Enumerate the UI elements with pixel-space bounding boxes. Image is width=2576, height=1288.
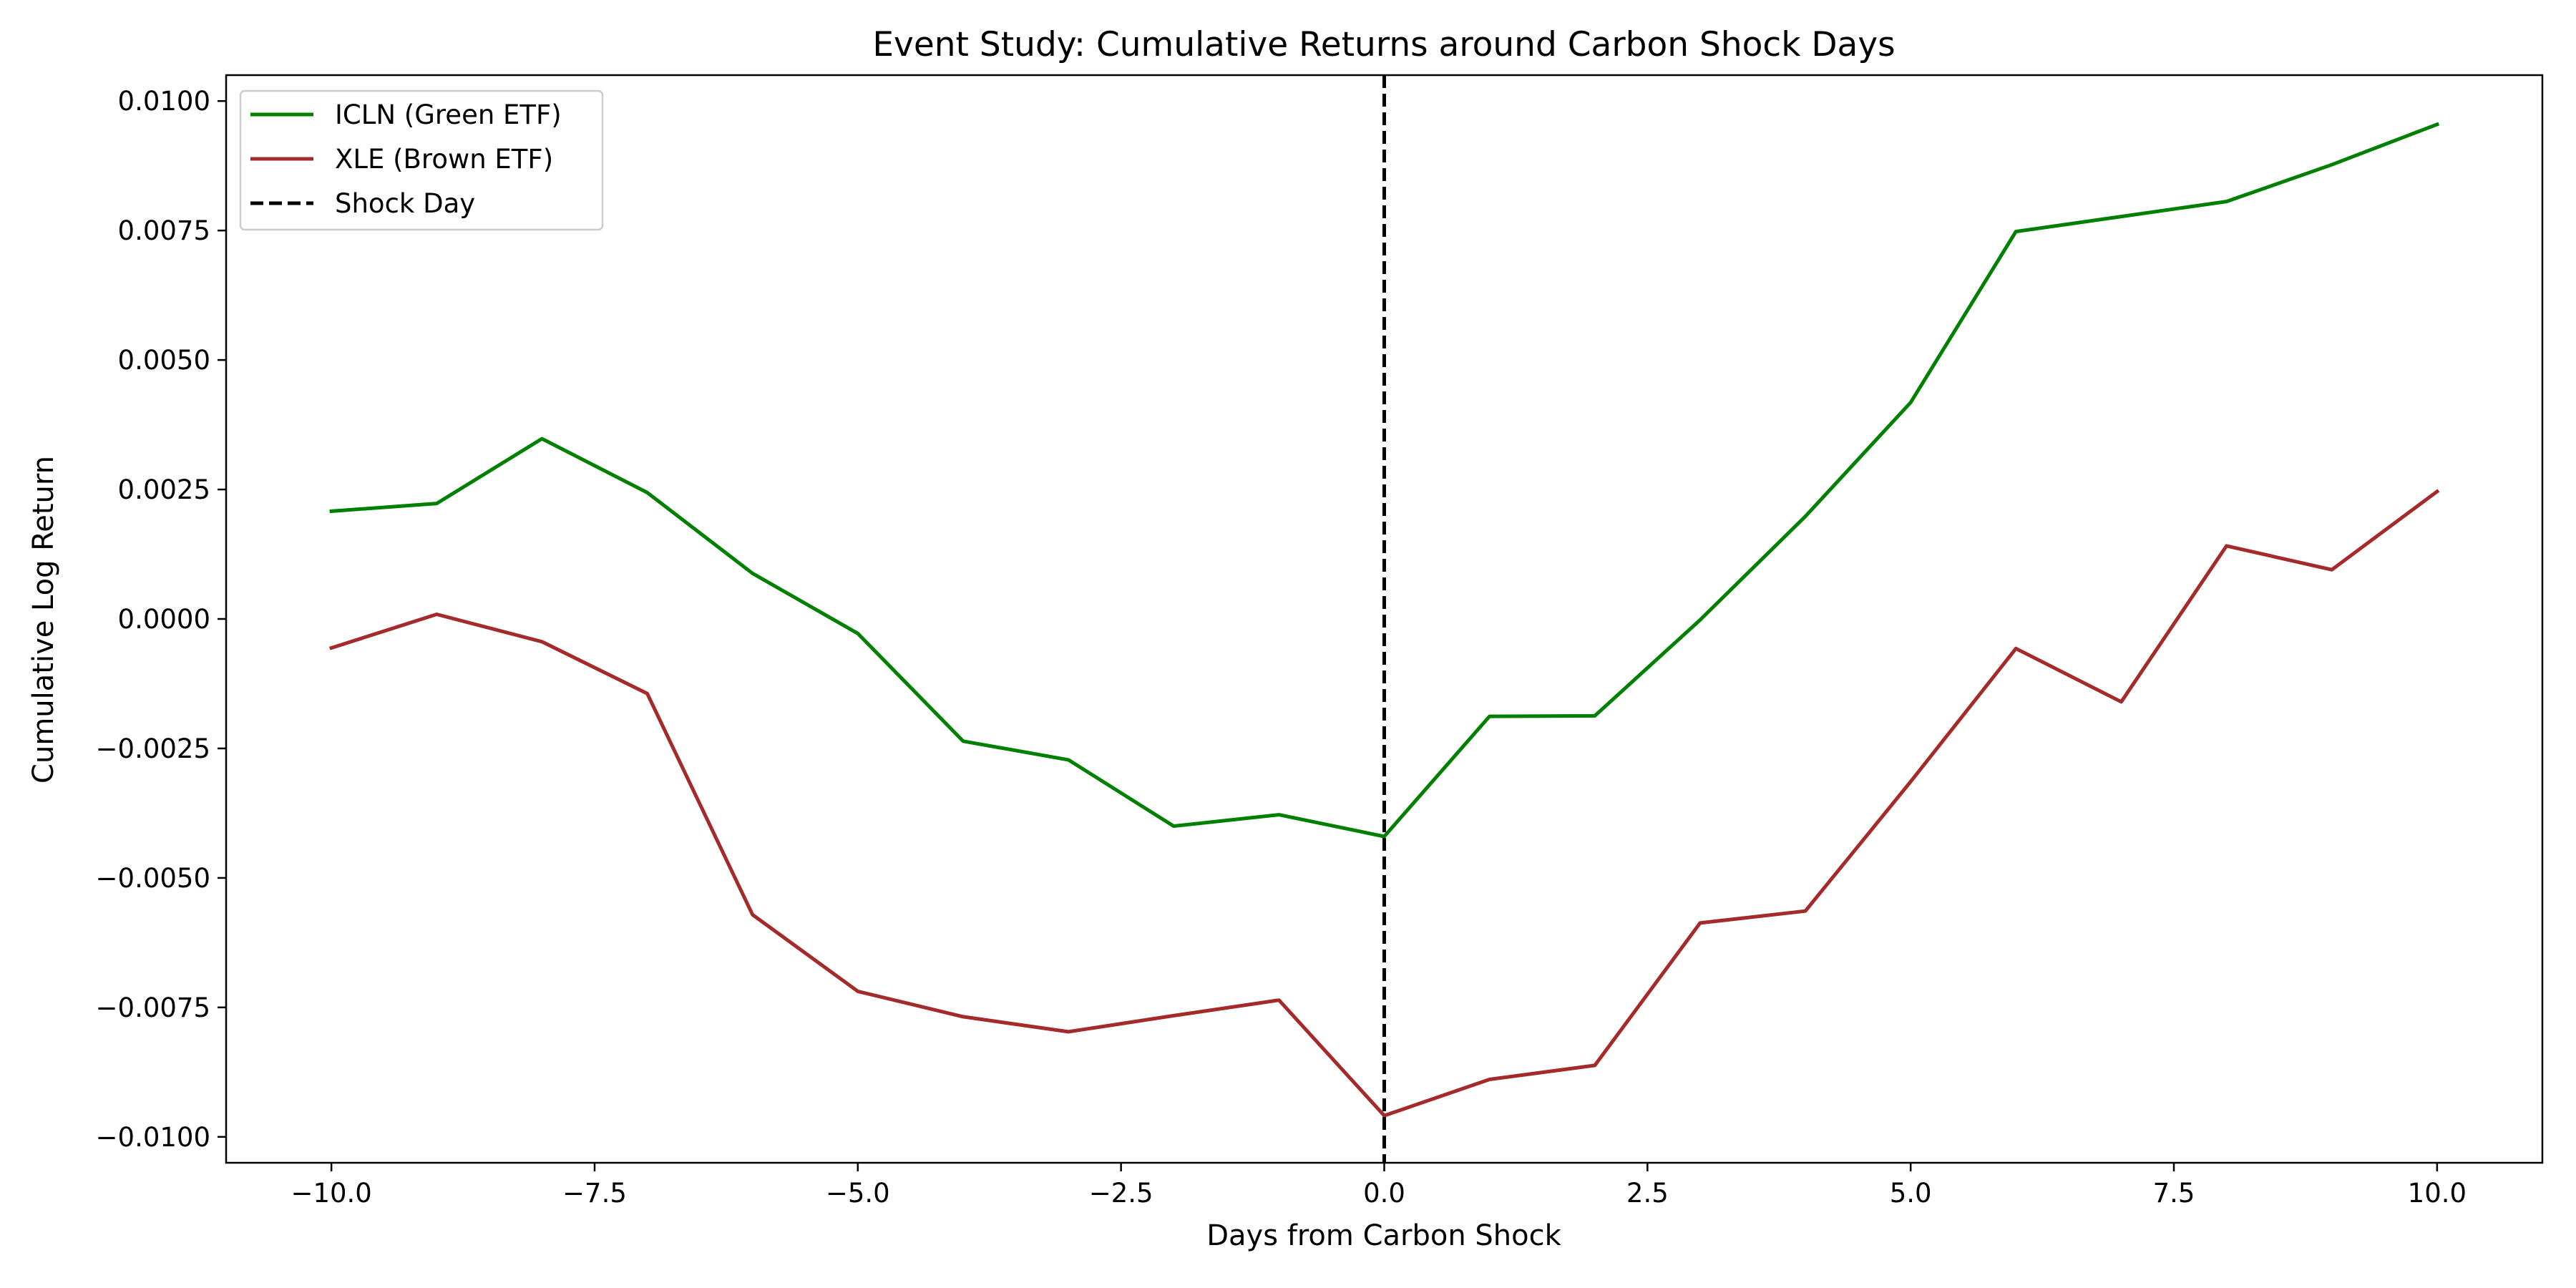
y-tick-label: 0.0075 — [118, 215, 210, 246]
legend-label: XLE (Brown ETF) — [335, 144, 553, 175]
x-axis-title: Days from Carbon Shock — [1206, 1219, 1561, 1252]
x-tick-label: −5.0 — [826, 1178, 890, 1209]
y-axis: −0.0100 −0.0075 −0.0050 −0.0025 0.0000 0.0025… — [96, 86, 226, 1153]
legend: ICLN (Green ETF) XLE (Brown ETF) Shock Day — [239, 89, 604, 231]
x-tick-label: 7.5 — [2153, 1178, 2195, 1209]
chart-title: Event Study: Cumulative Returns around C… — [872, 25, 1895, 64]
y-tick-label: −0.0075 — [96, 992, 210, 1023]
series-line-icln — [329, 122, 2440, 839]
y-tick-label: 0.0000 — [118, 604, 210, 635]
y-tick-label: −0.0100 — [96, 1122, 210, 1153]
x-tick-label: −10.0 — [291, 1178, 371, 1209]
y-tick-label: 0.0025 — [118, 474, 210, 505]
series-line-xle — [328, 489, 2440, 1118]
y-tick-label: −0.0050 — [96, 863, 210, 894]
x-tick-label: −2.5 — [1089, 1178, 1153, 1209]
x-tick-label: −7.5 — [562, 1178, 627, 1209]
legend-label: ICLN (Green ETF) — [335, 99, 562, 130]
plot-area — [328, 75, 2440, 1163]
legend-box — [239, 89, 604, 231]
y-axis-title: Cumulative Log Return — [27, 456, 60, 784]
y-tick-label: 0.0050 — [118, 345, 210, 376]
y-tick-label: −0.0025 — [96, 733, 210, 764]
x-axis: −10.0 −7.5 −5.0 −2.5 0.0 2.5 5.0 7.5 10.0 — [291, 1163, 2467, 1209]
x-tick-label: 2.5 — [1626, 1178, 1669, 1209]
legend-label: Shock Day — [335, 188, 475, 219]
x-tick-label: 0.0 — [1363, 1178, 1405, 1209]
y-tick-label: 0.0100 — [118, 86, 210, 117]
x-tick-label: 10.0 — [2408, 1178, 2467, 1209]
x-tick-label: 5.0 — [1890, 1178, 1932, 1209]
